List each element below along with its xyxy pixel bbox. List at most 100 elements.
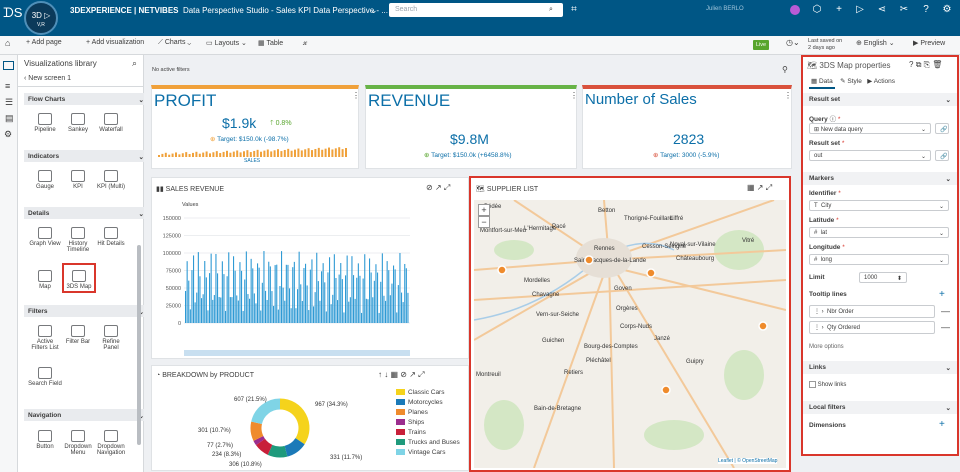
- section-links[interactable]: Links ⌄: [803, 361, 957, 374]
- lib-item-filter-bar[interactable]: Filter Bar: [61, 325, 95, 345]
- share-icon[interactable]: ↗: [434, 183, 442, 192]
- section-local-filters[interactable]: Local filters ⌄: [803, 401, 957, 414]
- history-icon[interactable]: ◷⌄: [786, 38, 800, 47]
- breakdown-chart[interactable]: ◔ BREAKDOWN by PRODUCT ↑ ↓ ▦ ⊘ ↗ ⤢ 967 (…: [151, 365, 469, 471]
- donut-slice[interactable]: [284, 437, 305, 457]
- legend-item[interactable]: Classic Cars: [396, 388, 460, 398]
- add-visualization-button[interactable]: + Add visualization: [86, 39, 145, 46]
- map-marker[interactable]: [646, 268, 656, 278]
- section-filters[interactable]: Filters ⌄: [24, 305, 148, 317]
- user-name[interactable]: Julien BERLO: [706, 6, 744, 12]
- table-button[interactable]: ▦ Table: [258, 40, 284, 47]
- screen-icon[interactable]: [3, 61, 14, 70]
- help-icon[interactable]: ?: [923, 4, 929, 15]
- add-dimension-button[interactable]: +: [939, 419, 945, 430]
- checkbox[interactable]: [809, 381, 816, 388]
- sort-down-icon[interactable]: ↓: [384, 370, 389, 379]
- kpi-profit-card[interactable]: PROFIT ⋮ $1.9k 🡑 0.8% ⊕ Target: $150.0k …: [151, 85, 360, 169]
- map-marker[interactable]: [584, 255, 594, 265]
- section-indicators[interactable]: Indicators ⌄: [24, 150, 148, 162]
- map-marker[interactable]: [497, 265, 507, 275]
- legend-item[interactable]: Ships: [396, 418, 460, 428]
- more-icon[interactable]: ⋮: [784, 91, 792, 100]
- zoom-slider[interactable]: [184, 350, 410, 356]
- donut-slice[interactable]: [267, 444, 288, 458]
- copy-icon[interactable]: ⎘: [923, 60, 931, 69]
- lib-item-pipeline[interactable]: Pipeline: [28, 113, 62, 133]
- gear-icon[interactable]: ⚙: [4, 129, 13, 139]
- section-markers[interactable]: Markers ⌄: [803, 172, 957, 185]
- hide-icon[interactable]: ⊘: [426, 183, 433, 192]
- donut-slice[interactable]: [279, 398, 310, 445]
- lib-item-kpi[interactable]: KPI: [61, 170, 95, 190]
- layouts-menu[interactable]: ▭ Layouts ⌄: [206, 40, 247, 47]
- fullscreen-icon[interactable]: ⤢: [443, 183, 451, 192]
- library-scrollbar[interactable]: [137, 245, 141, 445]
- lib-item-map[interactable]: Map: [28, 270, 62, 290]
- tag-icon[interactable]: ⌗: [571, 4, 577, 15]
- lib-item-gauge[interactable]: Gauge: [28, 170, 62, 190]
- lib-item-history-timeline[interactable]: History Timeline: [61, 227, 95, 253]
- legend-item[interactable]: Trucks and Buses: [396, 438, 460, 448]
- kpi-revenue-card[interactable]: REVENUE ⋮ $9.8M ⊕ Target: $150.0k (+6458…: [365, 85, 578, 169]
- play-icon[interactable]: ▷: [856, 4, 864, 15]
- chart-actions[interactable]: ⊘ ↗ ⤢: [426, 183, 450, 193]
- preview-button[interactable]: ▶ Preview: [913, 40, 946, 47]
- share-icon[interactable]: ↗: [756, 183, 764, 192]
- section-details[interactable]: Details ⌄: [24, 207, 148, 219]
- lib-item-graph-view[interactable]: Graph View: [28, 227, 62, 247]
- chart-actions[interactable]: ▦ ↗ ⤢: [747, 183, 772, 193]
- trash-icon[interactable]: 🗑: [932, 60, 943, 69]
- map-view[interactable]: Bédée Montfort-sur-Meu L'Hermitage Pacé Bett…: [474, 200, 786, 468]
- link-button[interactable]: 🔗: [935, 150, 949, 161]
- lib-item-3ds-map[interactable]: 3DS Map: [62, 263, 96, 293]
- help-icon[interactable]: ?: [909, 60, 914, 69]
- share-icon[interactable]: ↗: [409, 370, 416, 379]
- search-icon[interactable]: ⌕: [132, 58, 138, 68]
- duplicate-icon[interactable]: ⧉: [915, 60, 922, 69]
- zoom-in-button[interactable]: +: [478, 204, 490, 216]
- result-set-select[interactable]: out ⌄: [809, 150, 931, 161]
- sort-up-icon[interactable]: ↑: [378, 370, 382, 379]
- lib-item-active-filters-list[interactable]: Active Filters List: [28, 325, 62, 351]
- link-button[interactable]: 🔗: [935, 123, 949, 134]
- lib-item-search-field[interactable]: Search Field: [28, 367, 62, 387]
- add-tooltip-button[interactable]: +: [939, 289, 945, 300]
- zoom-out-button[interactable]: −: [478, 216, 490, 228]
- lib-item-button[interactable]: Button: [28, 430, 62, 450]
- share-icon[interactable]: ⋖: [877, 4, 887, 15]
- search-icon[interactable]: ⌕: [549, 6, 553, 13]
- map-marker[interactable]: [661, 385, 671, 395]
- section-result-set[interactable]: Result set ⌄: [803, 93, 957, 106]
- identifier-select[interactable]: T City ⌄: [809, 200, 949, 211]
- tools-icon[interactable]: ✂: [899, 4, 909, 15]
- hide-icon[interactable]: ⊘: [400, 370, 407, 379]
- latitude-select[interactable]: # lat ⌄: [809, 227, 949, 238]
- list-icon[interactable]: ☰: [5, 97, 14, 107]
- legend-item[interactable]: Motorcycles: [396, 398, 460, 408]
- more-icon[interactable]: ⋮: [570, 91, 578, 100]
- lib-item-dropdown-menu[interactable]: Dropdown Menu: [61, 430, 95, 456]
- remove-icon[interactable]: —: [941, 322, 950, 332]
- lib-item-refine-panel[interactable]: Refine Panel: [94, 325, 128, 351]
- grid-icon[interactable]: ▦: [390, 370, 399, 379]
- remove-icon[interactable]: —: [941, 306, 950, 316]
- supplier-map-card[interactable]: 🗺 SUPPLIER LIST ▦ ↗ ⤢ Bédée Montfort-sur-…: [469, 176, 791, 472]
- map-marker[interactable]: [758, 321, 768, 331]
- tab-data[interactable]: ▦ Data: [809, 78, 835, 89]
- home-icon[interactable]: ⌂: [5, 38, 11, 48]
- avatar[interactable]: [790, 5, 800, 15]
- filter-settings-icon[interactable]: ⚲: [782, 65, 788, 74]
- kpi-sales-card[interactable]: Number of Sales ⋮ 2823 ⊕ Target: 3000 (-…: [582, 85, 792, 169]
- tooltip-line-1[interactable]: ⋮ › Nbr Order: [809, 305, 935, 318]
- title-chevron-icon[interactable]: ⌄: [370, 5, 378, 15]
- limit-input[interactable]: 1000 ⬍: [859, 272, 907, 283]
- donut-slice[interactable]: [256, 438, 273, 455]
- legend-item[interactable]: Trains: [396, 428, 460, 438]
- lib-item-kpi-multi[interactable]: KPI (Multi): [94, 170, 128, 190]
- query-select[interactable]: ⊞ New data query ⌄: [809, 123, 931, 134]
- legend-item[interactable]: Vintage Cars: [396, 448, 460, 458]
- grid-icon[interactable]: ▦: [747, 183, 755, 192]
- charts-menu[interactable]: ⟋ Charts ⌄: [158, 39, 192, 46]
- donut-slice[interactable]: [253, 435, 266, 446]
